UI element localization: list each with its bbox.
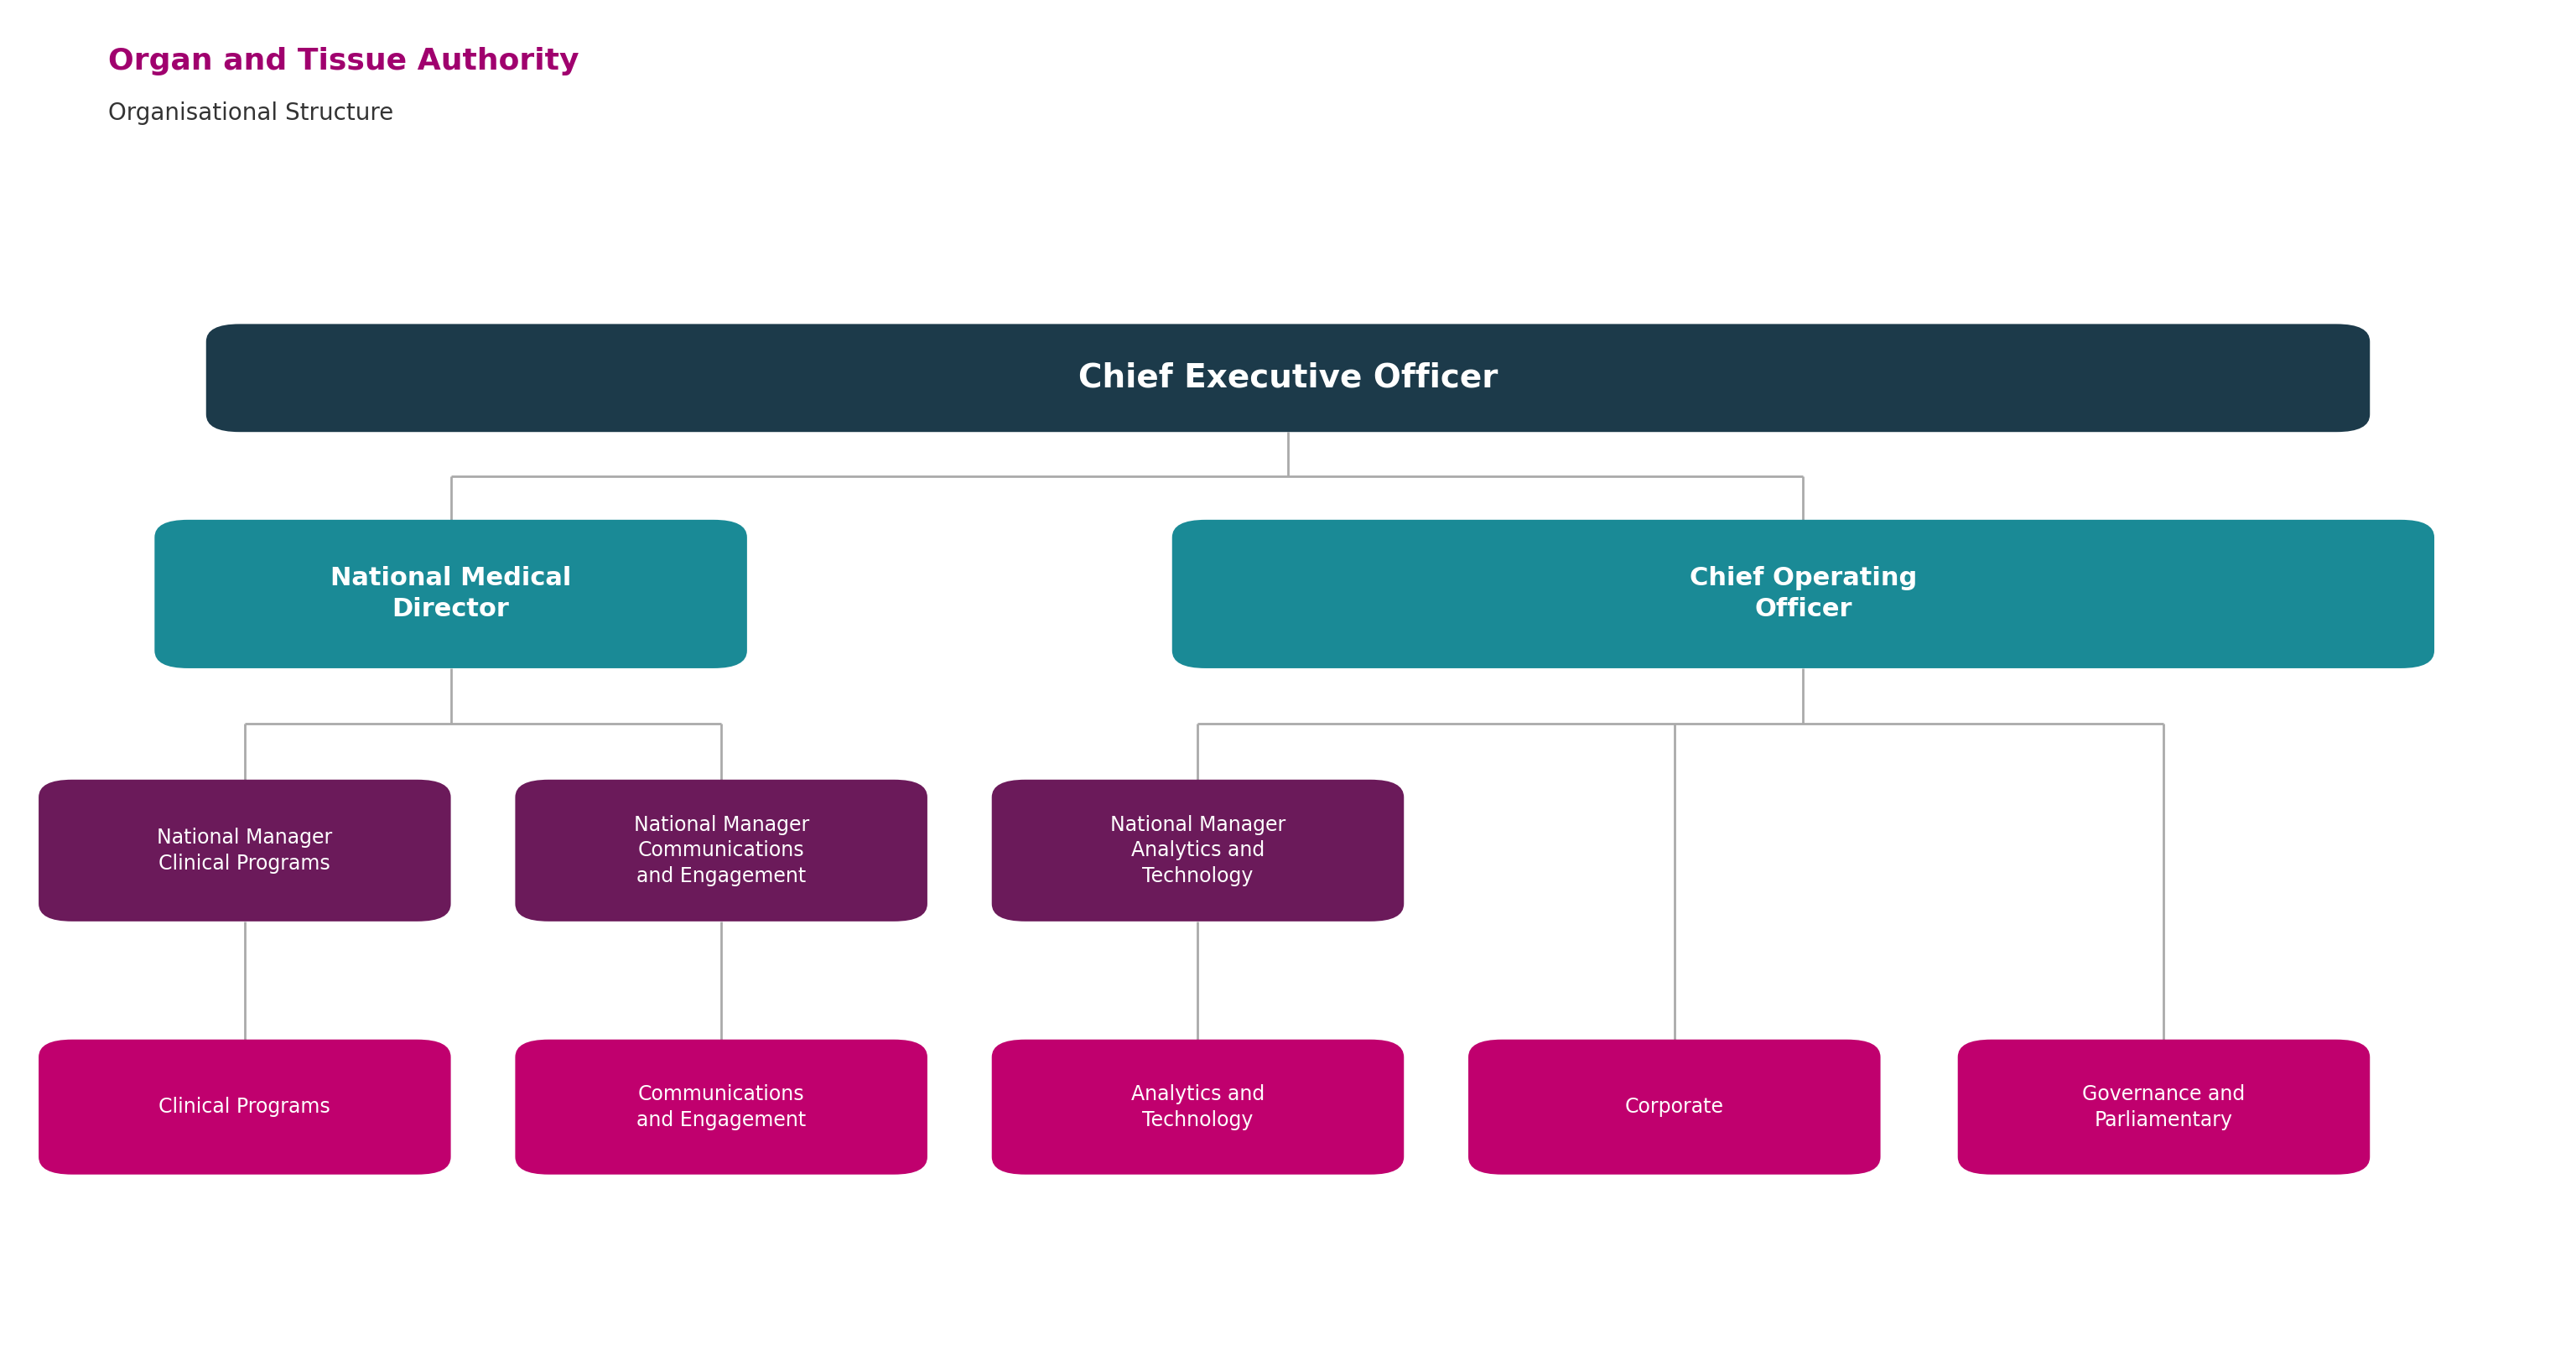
FancyBboxPatch shape — [515, 780, 927, 921]
Text: Chief Operating
Officer: Chief Operating Officer — [1690, 566, 1917, 622]
Text: Analytics and
Technology: Analytics and Technology — [1131, 1084, 1265, 1130]
Text: Organisational Structure: Organisational Structure — [108, 101, 394, 124]
FancyBboxPatch shape — [992, 1040, 1404, 1174]
FancyBboxPatch shape — [1468, 1040, 1880, 1174]
FancyBboxPatch shape — [1172, 520, 2434, 668]
Text: Governance and
Parliamentary: Governance and Parliamentary — [2081, 1084, 2246, 1130]
Text: Organ and Tissue Authority: Organ and Tissue Authority — [108, 47, 580, 76]
FancyBboxPatch shape — [1958, 1040, 2370, 1174]
Text: National Manager
Clinical Programs: National Manager Clinical Programs — [157, 828, 332, 873]
FancyBboxPatch shape — [992, 780, 1404, 921]
Text: Communications
and Engagement: Communications and Engagement — [636, 1084, 806, 1130]
FancyBboxPatch shape — [39, 780, 451, 921]
Text: Clinical Programs: Clinical Programs — [160, 1098, 330, 1116]
FancyBboxPatch shape — [515, 1040, 927, 1174]
Text: National Medical
Director: National Medical Director — [330, 566, 572, 622]
FancyBboxPatch shape — [155, 520, 747, 668]
Text: National Manager
Analytics and
Technology: National Manager Analytics and Technolog… — [1110, 815, 1285, 886]
FancyBboxPatch shape — [206, 324, 2370, 432]
Text: National Manager
Communications
and Engagement: National Manager Communications and Enga… — [634, 815, 809, 886]
Text: Corporate: Corporate — [1625, 1098, 1723, 1116]
Text: Chief Executive Officer: Chief Executive Officer — [1079, 362, 1497, 394]
FancyBboxPatch shape — [39, 1040, 451, 1174]
